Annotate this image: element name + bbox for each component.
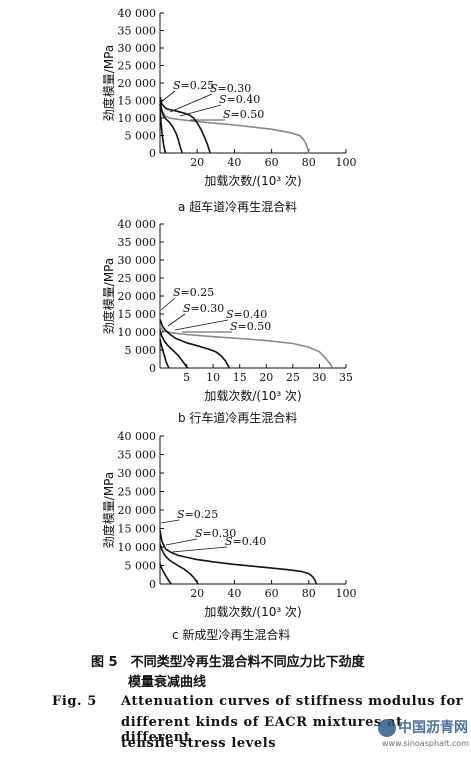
series-line-0-3 xyxy=(159,103,167,154)
x-tick-label: 25 xyxy=(286,371,300,384)
leader-line-1-2 xyxy=(174,319,229,331)
y-tick-label: 10 000 xyxy=(118,541,157,554)
x-tick-label: 15 xyxy=(233,371,247,384)
y-tick-label: 10 000 xyxy=(118,326,157,339)
y-tick-label: 10 000 xyxy=(118,112,157,125)
series-label-0-1: S=0.30 xyxy=(210,82,251,95)
series-line-2-1 xyxy=(159,543,199,585)
y-tick-label: 30 000 xyxy=(118,42,157,55)
watermark: 中国沥青网 www.sinoasphalt.com xyxy=(378,715,469,755)
x-tick-label: 20 xyxy=(259,371,273,384)
x-tick-label: 20 xyxy=(190,587,204,600)
y-tick-label: 40 000 xyxy=(118,7,157,20)
y-tick-label: 30 000 xyxy=(118,254,157,267)
y-tick-label: 25 000 xyxy=(118,272,157,285)
x-tick-label: 5 xyxy=(183,371,190,384)
watermark-url: www.sinoasphalt.com xyxy=(382,739,469,748)
y-tick-label: 5 000 xyxy=(125,344,157,357)
x-tick-label: 40 xyxy=(227,156,241,169)
x-tick-label: 40 xyxy=(227,587,241,600)
watermark-text: 中国沥青网 xyxy=(398,720,468,736)
y-tick-label: 15 000 xyxy=(118,523,157,536)
caption-en-label: Fig. 5 xyxy=(52,694,97,709)
series-label-1-0: S=0.25 xyxy=(173,286,214,299)
series-line-2-0 xyxy=(159,530,317,585)
x-tick-label: 100 xyxy=(336,587,357,600)
x-tick-label: 80 xyxy=(302,587,316,600)
y-tick-label: 35 000 xyxy=(118,449,157,462)
x-tick-label: 60 xyxy=(265,156,279,169)
y-axis-title: 劲度模量/MPa xyxy=(101,472,116,548)
y-tick-label: 0 xyxy=(149,147,156,160)
leader-line-2-0 xyxy=(160,519,180,524)
series-label-0-3: S=0.50 xyxy=(223,108,264,121)
series-label-2-1: S=0.30 xyxy=(195,527,236,540)
series-line-2-2 xyxy=(159,563,172,585)
series-label-1-3: S=0.50 xyxy=(230,320,271,333)
leader-line-2-2 xyxy=(171,546,228,553)
y-tick-label: 20 000 xyxy=(118,77,157,90)
y-tick-label: 35 000 xyxy=(118,236,157,249)
x-tick-label: 80 xyxy=(302,156,316,169)
y-tick-label: 30 000 xyxy=(118,467,157,480)
series-line-0-2 xyxy=(159,100,184,154)
x-tick-label: 30 xyxy=(312,371,326,384)
series-line-0-1 xyxy=(159,96,211,154)
leader-line-1-1 xyxy=(167,313,186,327)
caption-en-line2: different kinds of EACR mixtures at diff… xyxy=(121,715,403,745)
series-line-1-2 xyxy=(159,329,189,369)
y-tick-label: 20 000 xyxy=(118,504,157,517)
x-axis-title: 加载次数/(10³ 次) xyxy=(204,173,301,188)
y-tick-label: 40 000 xyxy=(118,218,157,231)
leader-line-0-1 xyxy=(169,93,213,113)
x-axis-title: 加载次数/(10³ 次) xyxy=(204,604,301,619)
caption-en-line3: tensile stress levels xyxy=(121,736,277,751)
leader-line-0-0 xyxy=(160,90,176,103)
series-line-0-0 xyxy=(159,102,310,154)
series-label-2-2: S=0.40 xyxy=(225,535,266,548)
y-tick-label: 15 000 xyxy=(118,95,157,108)
y-tick-label: 25 000 xyxy=(118,486,157,499)
y-axis-title: 劲度模量/MPa xyxy=(101,258,116,334)
x-tick-label: 60 xyxy=(265,587,279,600)
subcaption-c: c 新成型冷再生混合料 xyxy=(172,628,291,642)
y-tick-label: 5 000 xyxy=(125,130,157,143)
caption-cn-line1: 图 5 不同类型冷再生混合料不同应力比下劲度 xyxy=(91,655,365,670)
y-tick-label: 25 000 xyxy=(118,60,157,73)
y-tick-label: 20 000 xyxy=(118,290,157,303)
x-tick-label: 35 xyxy=(339,371,353,384)
series-line-1-0 xyxy=(159,326,334,369)
y-tick-label: 40 000 xyxy=(118,430,157,443)
leader-line-1-0 xyxy=(160,297,176,311)
series-line-1-1 xyxy=(159,319,230,369)
series-label-0-2: S=0.40 xyxy=(219,93,260,106)
y-tick-label: 5 000 xyxy=(125,560,157,573)
x-axis-title: 加载次数/(10³ 次) xyxy=(204,388,301,403)
leader-line-0-2 xyxy=(179,104,222,117)
y-tick-label: 0 xyxy=(149,362,156,375)
series-label-1-2: S=0.40 xyxy=(226,308,267,321)
series-line-1-3 xyxy=(159,339,170,369)
y-tick-label: 0 xyxy=(149,578,156,591)
series-label-2-0: S=0.25 xyxy=(177,508,218,521)
caption-en-line1: Attenuation curves of stiffness modulus … xyxy=(121,694,464,709)
caption-cn-line2: 模量衰减曲线 xyxy=(128,675,207,690)
y-axis-title: 劲度模量/MPa xyxy=(101,45,116,121)
subcaption-a: a 超车道冷再生混合料 xyxy=(178,200,298,214)
x-tick-label: 20 xyxy=(190,156,204,169)
y-tick-label: 35 000 xyxy=(118,25,157,38)
series-label-0-0: S=0.25 xyxy=(173,79,214,92)
series-label-1-1: S=0.30 xyxy=(183,302,224,315)
x-tick-label: 100 xyxy=(336,156,357,169)
watermark-logo-icon xyxy=(378,719,396,737)
subcaption-b: b 行车道冷再生混合料 xyxy=(178,411,298,425)
x-tick-label: 10 xyxy=(206,371,220,384)
leader-line-2-1 xyxy=(165,538,198,546)
y-tick-label: 15 000 xyxy=(118,308,157,321)
